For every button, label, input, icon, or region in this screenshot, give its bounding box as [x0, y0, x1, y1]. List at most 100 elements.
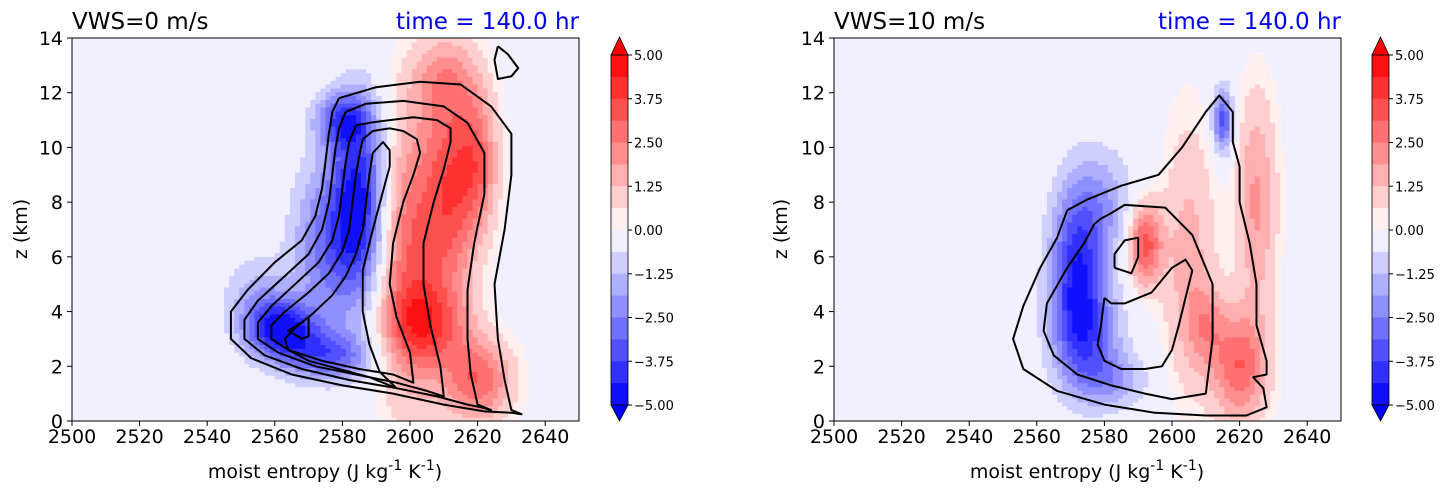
field-cell [467, 145, 474, 150]
field-cell [482, 309, 489, 315]
field-cell [340, 72, 347, 77]
field-cell [386, 401, 393, 407]
field-cell [340, 306, 347, 311]
field-cell [467, 290, 474, 296]
field-cell [442, 57, 448, 62]
field-cell [295, 122, 301, 127]
field-cell [426, 156, 433, 162]
field-cell [421, 91, 428, 97]
field-cell [447, 187, 453, 192]
field-cell [1041, 340, 1048, 345]
field-cell [219, 286, 225, 292]
field-cell [518, 371, 524, 376]
x-tick-label: 2560 [251, 426, 299, 448]
field-cell [487, 129, 494, 135]
field-cell [376, 168, 382, 173]
field-cell [426, 302, 433, 307]
field-cell [376, 394, 382, 399]
field-cell [482, 38, 489, 43]
field-cell [1062, 321, 1068, 326]
field-cell [1062, 317, 1068, 323]
field-cell [416, 394, 423, 399]
field-cell [497, 198, 504, 204]
field-cell [284, 198, 291, 204]
field-cell [229, 279, 235, 284]
field-cell [487, 68, 494, 74]
field-cell [274, 309, 281, 315]
field-cell [487, 91, 494, 97]
field-cell [355, 57, 362, 62]
field-cell [300, 340, 306, 345]
field-cell [325, 118, 332, 123]
field-cell [381, 329, 387, 334]
field-cell [360, 336, 367, 342]
field-cell [340, 164, 347, 169]
field-cell [1046, 398, 1053, 403]
field-cell [457, 110, 463, 116]
field-cell [330, 271, 337, 277]
field-cell [350, 99, 357, 104]
field-cell [310, 271, 316, 277]
field-cell [426, 256, 433, 261]
field-cell [431, 172, 438, 177]
field-cell [518, 363, 524, 368]
field-cell [447, 233, 453, 238]
field-cell [1052, 237, 1058, 242]
field-cell [391, 405, 398, 411]
field-cell [462, 237, 469, 242]
field-cell [406, 198, 413, 204]
field-cell [482, 375, 489, 380]
field-cell [487, 344, 494, 349]
field-cell [320, 271, 327, 277]
field-cell [355, 68, 362, 74]
field-cell [290, 286, 296, 292]
field-cell [340, 329, 347, 334]
field-cell [290, 371, 296, 376]
field-cell [437, 275, 443, 280]
field-cell [421, 187, 428, 192]
field-cell [1031, 244, 1038, 250]
field-cell [411, 352, 418, 357]
field-cell [452, 382, 458, 388]
field-cell [300, 191, 306, 196]
field-cell [229, 275, 235, 280]
field-cell [431, 252, 438, 257]
field-cell [457, 145, 463, 150]
field-cell [391, 321, 398, 326]
field-cell [1062, 221, 1068, 227]
field-cell [482, 344, 489, 349]
field-cell [371, 87, 377, 93]
field-cell [391, 114, 398, 120]
field-cell [360, 91, 367, 97]
field-cell [1062, 378, 1068, 384]
field-cell [350, 72, 357, 77]
field-cell [482, 394, 489, 399]
field-cell [234, 352, 240, 357]
field-cell [477, 49, 484, 54]
field-cell [1052, 260, 1058, 265]
field-cell [462, 187, 469, 192]
field-cell [1062, 206, 1068, 211]
field-cell [492, 179, 499, 185]
field-cell [482, 325, 489, 330]
field-cell [396, 275, 403, 280]
field-cell [310, 298, 316, 303]
field-cell [330, 221, 337, 227]
field-cell [487, 306, 494, 311]
field-cell [1041, 195, 1048, 200]
field-cell [264, 313, 271, 319]
field-cell [391, 64, 398, 70]
field-cell [1057, 386, 1063, 391]
field-cell [315, 152, 322, 158]
field-cell [350, 271, 357, 277]
field-cell [325, 375, 332, 380]
field-cell [401, 156, 408, 162]
field-cell [447, 118, 453, 123]
field-cell [1046, 332, 1053, 338]
field-cell [472, 405, 479, 411]
field-cell [447, 263, 453, 269]
field-cell [1057, 398, 1063, 403]
field-cell [366, 95, 372, 100]
field-cell [340, 145, 347, 150]
field-cell [421, 359, 428, 365]
